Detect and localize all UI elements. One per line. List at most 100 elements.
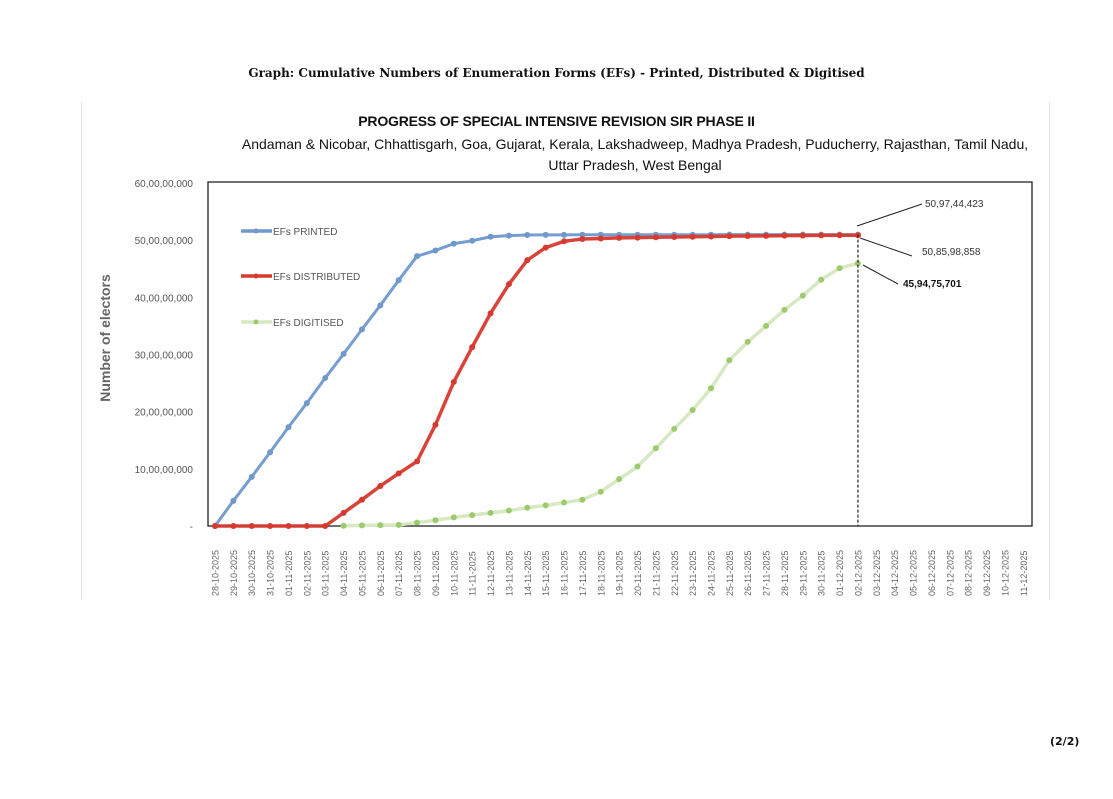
data-point	[561, 231, 568, 238]
data-point	[505, 232, 512, 239]
data-point	[634, 463, 641, 470]
data-annotations: 50,97,44,423 50,85,98,858 45,94,75,701	[856, 199, 984, 290]
x-tick-label: 20-11-2025	[633, 551, 643, 596]
page-number: (2/2)	[1050, 735, 1080, 748]
series-efs-digitised	[340, 260, 861, 529]
data-point	[524, 504, 531, 511]
data-point	[671, 234, 678, 241]
legend: EFs PRINTED EFs DISTRIBUTED EFs DIGITISED	[241, 227, 360, 329]
data-point	[395, 521, 402, 528]
data-point	[450, 240, 457, 247]
chart-subtitle: Andaman & Nicobar, Chhattisgarh, Goa, Gu…	[241, 136, 1029, 173]
x-tick-label: 22-11-2025	[670, 551, 680, 596]
y-axis-ticks: - 10,00,00,000 20,00,00,000 30,00,00,000 40,…	[135, 179, 194, 533]
data-point	[340, 522, 347, 529]
x-tick-label: 24-11-2025	[706, 551, 716, 596]
x-tick-label: 07-12-2025	[945, 550, 955, 596]
data-point	[726, 233, 733, 240]
data-point	[303, 400, 310, 407]
annotation-label: 50,97,44,423	[925, 199, 984, 210]
data-point	[561, 238, 568, 245]
data-point	[854, 260, 861, 267]
data-point	[542, 502, 549, 509]
y-tick-label: 30,00,00,000	[135, 351, 194, 362]
data-point	[432, 421, 439, 428]
legend-item: EFs PRINTED	[241, 227, 337, 238]
data-point	[248, 523, 255, 529]
x-tick-label: 10-12-2025	[1000, 550, 1010, 596]
x-tick-label: 08-12-2025	[964, 550, 974, 596]
data-point	[561, 499, 568, 506]
data-point	[579, 231, 586, 238]
data-point	[395, 277, 402, 284]
x-tick-label: 18-11-2025	[596, 551, 606, 596]
data-point	[524, 257, 531, 264]
data-point	[597, 235, 604, 242]
legend-item: EFs DIGITISED	[241, 318, 344, 329]
y-tick-label: 50,00,00,000	[135, 236, 194, 247]
data-point	[267, 523, 274, 529]
data-point	[469, 237, 476, 244]
x-tick-label: 09-11-2025	[431, 551, 441, 596]
data-point	[671, 425, 678, 432]
data-point	[616, 234, 623, 241]
data-point	[377, 482, 384, 489]
data-point	[340, 509, 347, 516]
series-efs-distributed	[212, 232, 861, 529]
data-point	[836, 265, 843, 272]
x-tick-label: 01-11-2025	[284, 551, 294, 596]
legend-label: EFs PRINTED	[273, 227, 337, 238]
data-point	[689, 233, 696, 240]
data-point	[689, 406, 696, 413]
x-tick-label: 15-11-2025	[541, 551, 551, 596]
x-tick-label: 21-11-2025	[651, 551, 661, 596]
annotation-label: 45,94,75,701	[903, 279, 962, 290]
data-point	[487, 233, 494, 240]
data-point	[818, 276, 825, 283]
annotation-label: 50,85,98,858	[922, 247, 981, 258]
data-point	[450, 514, 457, 521]
x-tick-label: 14-11-2025	[523, 551, 533, 596]
x-tick-label: 25-11-2025	[725, 551, 735, 596]
data-point	[487, 310, 494, 317]
series-lines	[212, 231, 861, 529]
data-point	[230, 497, 237, 504]
data-point	[358, 326, 365, 333]
data-point	[487, 509, 494, 516]
data-point	[358, 522, 365, 529]
data-point	[432, 247, 439, 254]
legend-item: EFs DISTRIBUTED	[241, 272, 360, 283]
chart-title: PROGRESS OF SPECIAL INTENSIVE REVISION S…	[358, 113, 755, 129]
y-tick-label: 40,00,00,000	[135, 293, 194, 304]
y-tick-label: 10,00,00,000	[135, 465, 194, 476]
data-point	[303, 523, 310, 529]
data-point	[524, 232, 531, 239]
data-point	[836, 232, 843, 239]
data-point	[726, 357, 733, 364]
data-point	[285, 424, 292, 431]
data-point	[579, 496, 586, 503]
data-point	[432, 517, 439, 524]
data-point	[597, 488, 604, 495]
y-tick-label: 20,00,00,000	[135, 408, 194, 419]
data-point	[469, 344, 476, 351]
data-point	[248, 473, 255, 480]
data-point	[744, 232, 751, 239]
x-tick-label: 06-12-2025	[927, 550, 937, 596]
x-tick-label: 05-12-2025	[909, 550, 919, 596]
data-point	[818, 232, 825, 239]
x-tick-label: 04-11-2025	[339, 551, 349, 596]
x-tick-label: 19-11-2025	[615, 551, 625, 596]
data-point	[634, 234, 641, 241]
document-heading: Graph: Cumulative Numbers of Enumeration…	[248, 66, 865, 80]
data-point	[450, 378, 457, 385]
y-tick-label: -	[190, 522, 193, 533]
data-point	[469, 512, 476, 519]
data-point	[377, 302, 384, 309]
x-axis-ticks: 28-10-2025 29-10-2025 30-10-2025 31-10-2025…	[211, 550, 1029, 596]
x-tick-label: 11-12-2025	[1019, 551, 1029, 596]
x-tick-label: 28-10-2025	[211, 550, 221, 596]
data-point	[505, 507, 512, 514]
data-point	[763, 322, 770, 329]
